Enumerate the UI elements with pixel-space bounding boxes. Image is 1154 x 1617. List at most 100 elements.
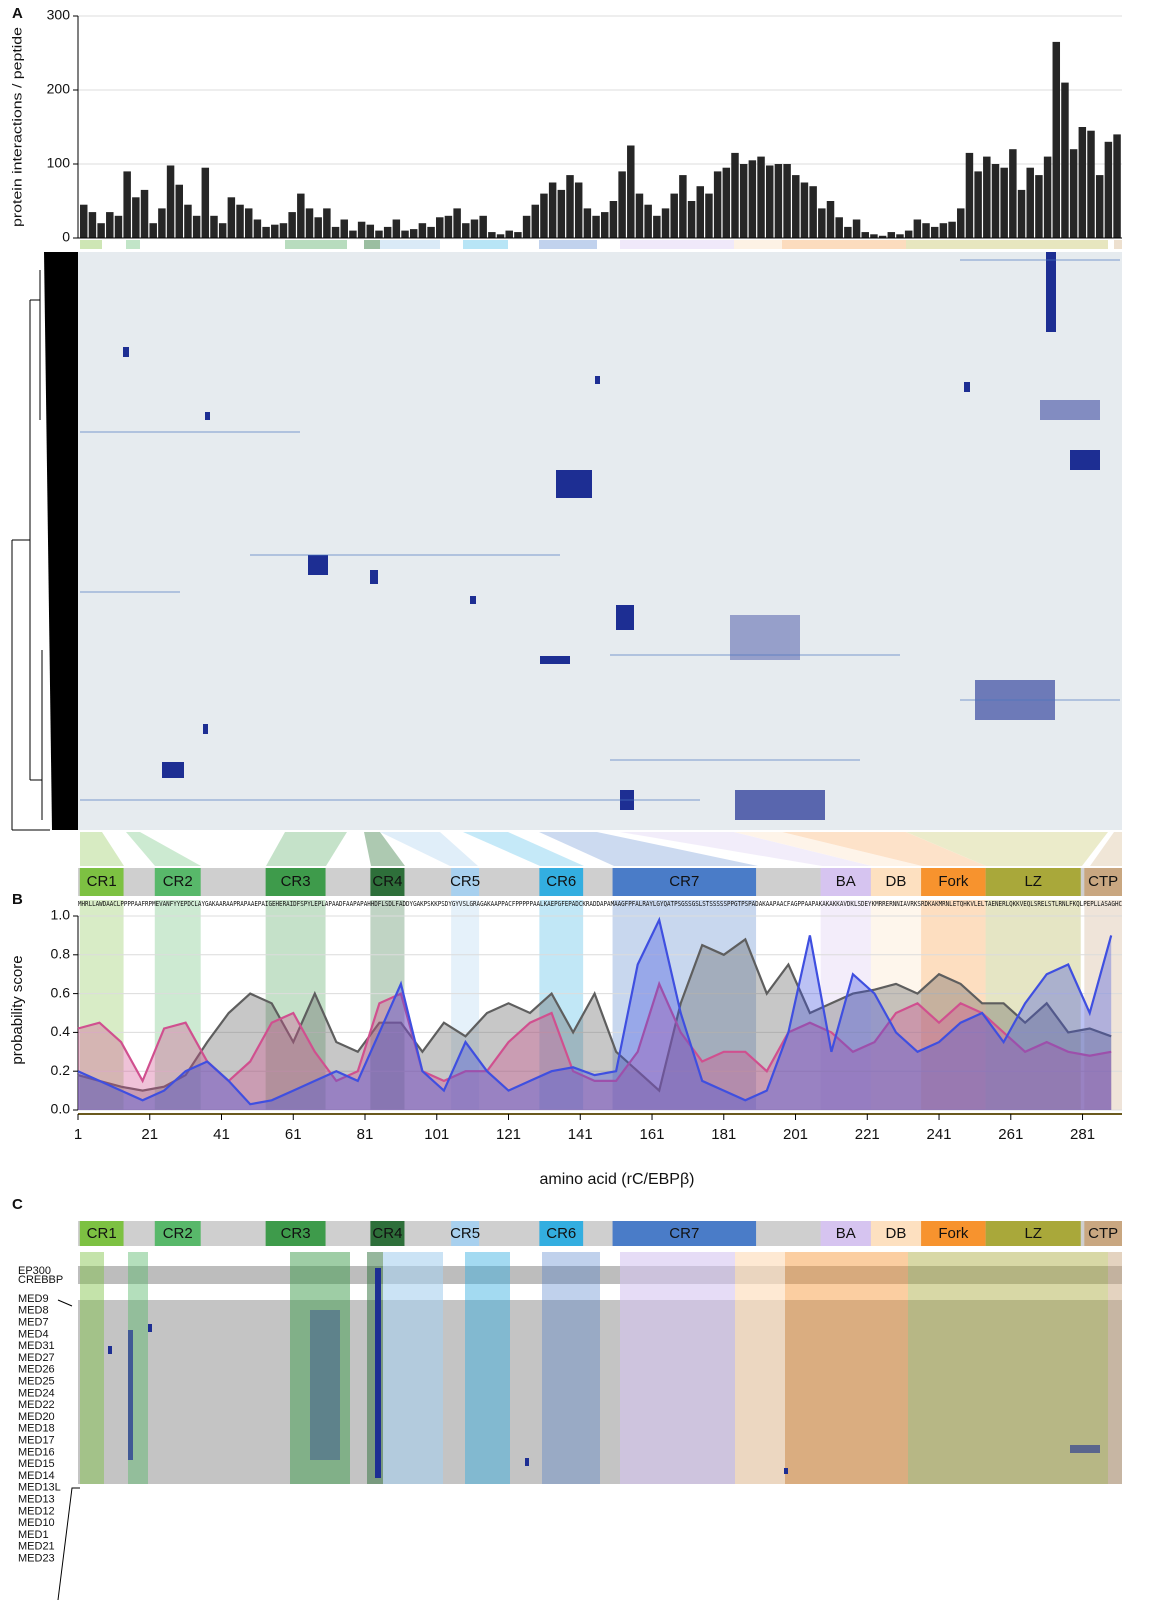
domain-box xyxy=(612,1221,757,1246)
bar xyxy=(1061,82,1069,238)
bar xyxy=(887,232,896,238)
bar xyxy=(687,201,696,238)
bar xyxy=(991,164,1000,238)
domain-box xyxy=(265,868,326,896)
domain-box xyxy=(921,1221,986,1246)
domain-box xyxy=(1084,1221,1122,1246)
bar xyxy=(436,217,444,238)
domain-label: CR7 xyxy=(669,873,699,890)
domain-label: LZ xyxy=(1024,1225,1042,1242)
bar xyxy=(253,219,262,238)
bar xyxy=(661,208,670,238)
bar xyxy=(149,223,157,238)
bar xyxy=(739,164,748,238)
bar xyxy=(696,186,704,238)
x-tick-label: 181 xyxy=(711,1126,736,1143)
bar xyxy=(1069,149,1078,238)
bar xyxy=(488,232,496,238)
bar xyxy=(323,208,331,238)
domain-box xyxy=(870,868,922,896)
bar xyxy=(679,175,687,238)
heatmap-cells xyxy=(108,1268,1100,1478)
bar xyxy=(540,193,548,238)
heatmap-domain-columns xyxy=(80,1252,1122,1484)
bar xyxy=(844,226,852,238)
y-tick-label: 0.6 xyxy=(51,984,71,1000)
bar xyxy=(1017,189,1026,238)
bar xyxy=(470,219,479,238)
bar xyxy=(627,145,635,238)
row-label: MED13 xyxy=(18,1494,55,1506)
bar xyxy=(496,234,505,238)
bar xyxy=(826,201,835,238)
line xyxy=(77,980,1112,1084)
domain-label: Fork xyxy=(938,1225,969,1242)
bar xyxy=(800,182,809,238)
bar xyxy=(922,223,930,238)
domain-label: LZ xyxy=(1024,873,1042,890)
area-fill xyxy=(78,919,1112,1110)
domain-label: CR5 xyxy=(450,873,480,890)
row-label: MED9 xyxy=(18,1293,49,1305)
x-tick-label: 221 xyxy=(855,1126,880,1143)
row-label: MED16 xyxy=(18,1446,55,1458)
bar xyxy=(1087,130,1095,238)
y-tick-label: 0.4 xyxy=(51,1023,71,1039)
bar xyxy=(548,182,557,238)
bar xyxy=(158,208,166,238)
bar xyxy=(453,208,461,238)
domain-shade xyxy=(154,900,201,1110)
domain-label: CR3 xyxy=(281,1225,311,1242)
bar xyxy=(939,223,948,238)
bar xyxy=(644,204,652,238)
y-tick-label: 0 xyxy=(62,229,70,245)
bar xyxy=(340,219,348,238)
bar xyxy=(166,165,175,238)
bar xyxy=(948,221,956,238)
bar xyxy=(965,152,974,238)
bar xyxy=(288,212,296,238)
x-tick-label: 101 xyxy=(424,1126,449,1143)
row-label: MED23 xyxy=(18,1553,55,1565)
row-label: MED25 xyxy=(18,1376,55,1388)
panel-label: A xyxy=(12,5,23,22)
bar xyxy=(748,160,757,238)
row-label: MED1 xyxy=(18,1529,49,1541)
bar xyxy=(809,186,817,238)
row-label: MED15 xyxy=(18,1458,55,1470)
bar xyxy=(262,226,270,238)
domain-label: BA xyxy=(836,873,856,890)
bar xyxy=(175,184,183,238)
domain-shade xyxy=(539,900,584,1110)
domain-box xyxy=(370,1221,405,1246)
domain-shade xyxy=(265,900,326,1110)
bar xyxy=(1000,167,1008,238)
x-tick-label: 261 xyxy=(998,1126,1023,1143)
row-label: MED24 xyxy=(18,1387,55,1399)
bar xyxy=(574,182,583,238)
domain-box xyxy=(985,1221,1081,1246)
domain-box xyxy=(820,868,871,896)
x-tick-label: 281 xyxy=(1070,1126,1095,1143)
bar xyxy=(479,215,487,238)
domain-box xyxy=(154,1221,201,1246)
y-axis-label: probability score xyxy=(9,955,26,1064)
bar xyxy=(514,232,522,238)
y-tick-label: 200 xyxy=(47,81,71,97)
bar xyxy=(505,230,513,238)
heatmap-background xyxy=(78,252,1122,830)
bar xyxy=(114,215,123,238)
domain-box xyxy=(370,868,405,896)
dendrogram-branches xyxy=(11,270,50,831)
bar xyxy=(462,223,470,238)
bar xyxy=(583,208,592,238)
bar xyxy=(271,224,279,238)
bar xyxy=(227,197,236,238)
row-label: MED7 xyxy=(18,1317,49,1329)
x-tick-label: 161 xyxy=(640,1126,665,1143)
bar xyxy=(896,234,904,238)
bar xyxy=(974,171,982,238)
bar xyxy=(1035,175,1043,238)
bar xyxy=(1026,167,1034,238)
x-tick-label: 141 xyxy=(568,1126,593,1143)
